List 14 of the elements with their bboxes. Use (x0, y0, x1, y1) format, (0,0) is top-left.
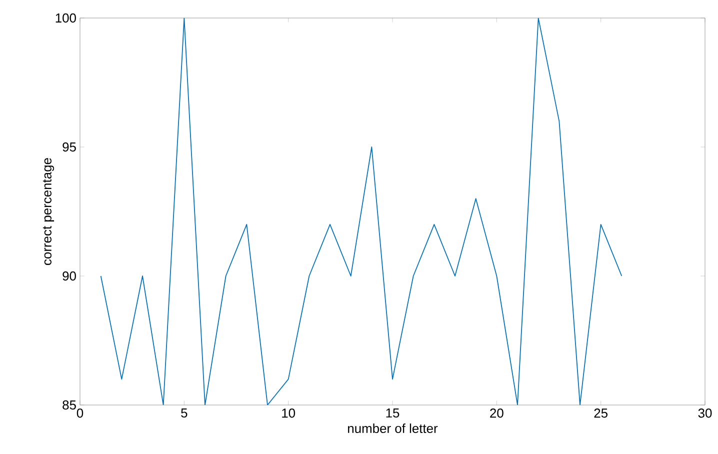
x-tick-label: 25 (594, 408, 608, 418)
y-axis-title: correct percentage (42, 158, 54, 265)
line-series (100, 18, 622, 405)
x-tick-label: 30 (698, 408, 712, 418)
x-tick-label: 20 (490, 408, 504, 418)
y-tick-label: 85 (62, 400, 76, 410)
x-tick-label: 0 (76, 408, 84, 418)
y-tick-label: 100 (56, 13, 76, 23)
y-tick-label: 90 (62, 271, 76, 281)
x-tick-label: 10 (282, 408, 296, 418)
x-axis-title: number of letter (348, 424, 438, 434)
x-tick-label: 5 (181, 408, 188, 418)
y-tick-label: 95 (62, 142, 76, 152)
x-tick-label: 15 (386, 408, 400, 418)
